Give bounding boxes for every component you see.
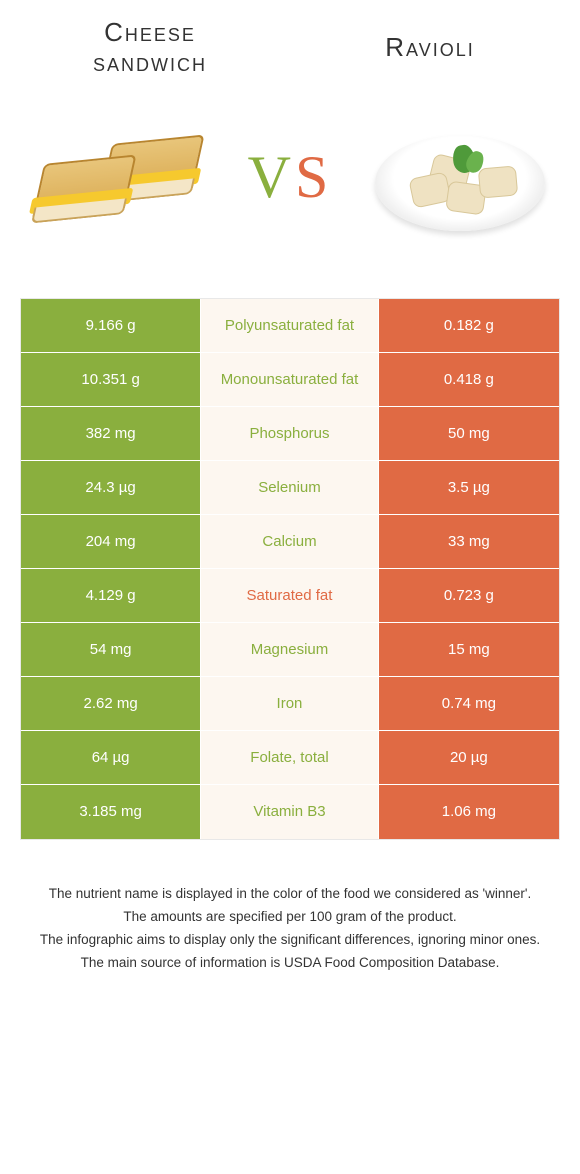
footnote-line: The main source of information is USDA F… <box>30 953 550 974</box>
ravioli-icon <box>375 123 545 233</box>
header: Cheese sandwich Ravioli <box>0 0 580 88</box>
right-value: 20 µg <box>379 731 559 784</box>
nutrient-label: Monounsaturated fat <box>201 353 379 406</box>
left-value: 204 mg <box>21 515 201 568</box>
left-food-image <box>30 118 210 238</box>
table-row: 3.185 mgVitamin B31.06 mg <box>21 785 559 839</box>
left-food-title-line2: sandwich <box>93 47 207 77</box>
footnote-line: The amounts are specified per 100 gram o… <box>30 907 550 928</box>
table-row: 382 mgPhosphorus50 mg <box>21 407 559 461</box>
footnote-line: The infographic aims to display only the… <box>30 930 550 951</box>
table-row: 10.351 gMonounsaturated fat0.418 g <box>21 353 559 407</box>
right-value: 50 mg <box>379 407 559 460</box>
right-value: 1.06 mg <box>379 785 559 839</box>
left-value: 64 µg <box>21 731 201 784</box>
sandwich-icon <box>35 133 205 223</box>
right-food-title: Ravioli <box>304 33 556 63</box>
left-value: 24.3 µg <box>21 461 201 514</box>
nutrient-label: Polyunsaturated fat <box>201 299 379 352</box>
table-row: 2.62 mgIron0.74 mg <box>21 677 559 731</box>
nutrient-label: Saturated fat <box>201 569 379 622</box>
right-value: 0.74 mg <box>379 677 559 730</box>
table-row: 64 µgFolate, total20 µg <box>21 731 559 785</box>
images-row: VS <box>0 88 580 268</box>
right-value: 15 mg <box>379 623 559 676</box>
nutrient-label: Vitamin B3 <box>201 785 379 839</box>
left-food-title: Cheese sandwich <box>24 18 276 78</box>
right-food-image <box>370 118 550 238</box>
vs-v-letter: V <box>248 144 295 210</box>
left-value: 3.185 mg <box>21 785 201 839</box>
vs-label: VS <box>248 143 333 212</box>
nutrient-label: Phosphorus <box>201 407 379 460</box>
left-value: 4.129 g <box>21 569 201 622</box>
left-value: 10.351 g <box>21 353 201 406</box>
vs-s-letter: S <box>295 144 332 210</box>
footnotes: The nutrient name is displayed in the co… <box>30 884 550 974</box>
nutrient-label: Calcium <box>201 515 379 568</box>
left-value: 9.166 g <box>21 299 201 352</box>
table-row: 24.3 µgSelenium3.5 µg <box>21 461 559 515</box>
right-value: 0.723 g <box>379 569 559 622</box>
nutrient-label: Iron <box>201 677 379 730</box>
table-row: 54 mgMagnesium15 mg <box>21 623 559 677</box>
nutrient-label: Folate, total <box>201 731 379 784</box>
left-food-title-line1: Cheese <box>104 17 196 47</box>
footnote-line: The nutrient name is displayed in the co… <box>30 884 550 905</box>
right-value: 33 mg <box>379 515 559 568</box>
nutrient-label: Magnesium <box>201 623 379 676</box>
table-row: 204 mgCalcium33 mg <box>21 515 559 569</box>
left-value: 54 mg <box>21 623 201 676</box>
nutrient-table: 9.166 gPolyunsaturated fat0.182 g10.351 … <box>20 298 560 840</box>
right-value: 0.182 g <box>379 299 559 352</box>
left-value: 2.62 mg <box>21 677 201 730</box>
table-row: 4.129 gSaturated fat0.723 g <box>21 569 559 623</box>
nutrient-label: Selenium <box>201 461 379 514</box>
right-value: 3.5 µg <box>379 461 559 514</box>
right-value: 0.418 g <box>379 353 559 406</box>
left-value: 382 mg <box>21 407 201 460</box>
table-row: 9.166 gPolyunsaturated fat0.182 g <box>21 299 559 353</box>
